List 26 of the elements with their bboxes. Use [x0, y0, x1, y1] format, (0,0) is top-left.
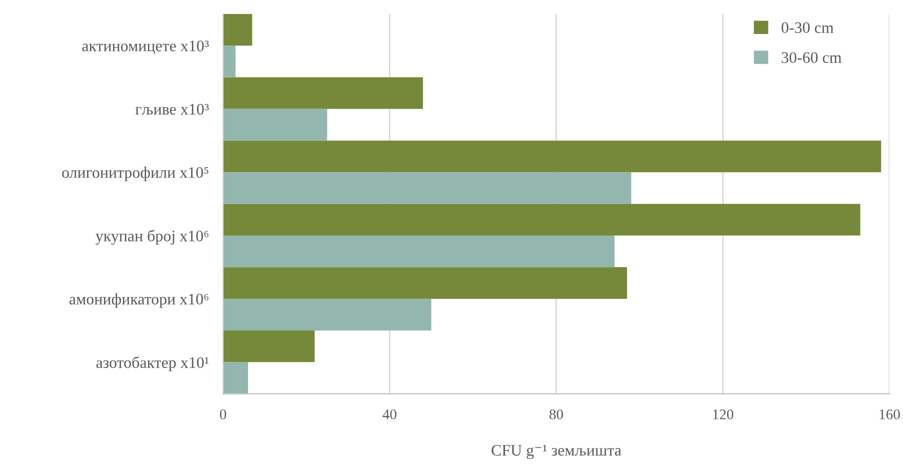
y-tick-label: укупан број x10⁶ [96, 230, 208, 245]
bar [223, 46, 236, 78]
bar [223, 14, 252, 46]
bar [223, 298, 432, 330]
x-tick-label: 0 [220, 409, 226, 420]
bar [223, 140, 882, 172]
bar [223, 267, 628, 299]
bar [223, 362, 248, 394]
x-tick-label: 40 [382, 409, 396, 420]
y-tick-label: гљиве x10³ [135, 104, 209, 115]
bar [223, 108, 328, 141]
bar [223, 77, 423, 109]
x-axis-title: CFU g⁻¹ земљишта [492, 444, 622, 459]
x-tick-label: 160 [880, 409, 900, 420]
bar [223, 330, 315, 362]
legend-label: 30-60 cm [782, 52, 842, 63]
y-tick-label: олигонитрофили x10⁵ [62, 166, 208, 182]
x-tick-label: 120 [713, 409, 734, 420]
x-tick-label: 80 [550, 409, 563, 420]
y-tick-label: амонификатори x10⁶ [70, 293, 208, 308]
bar [223, 172, 632, 204]
y-tick-label: азотобактер x10¹ [96, 356, 209, 372]
y-tick-label: актиномицете x10³ [82, 40, 209, 54]
bar [223, 236, 615, 268]
bar [223, 204, 860, 236]
legend-label: 0-30 cm [782, 22, 834, 34]
